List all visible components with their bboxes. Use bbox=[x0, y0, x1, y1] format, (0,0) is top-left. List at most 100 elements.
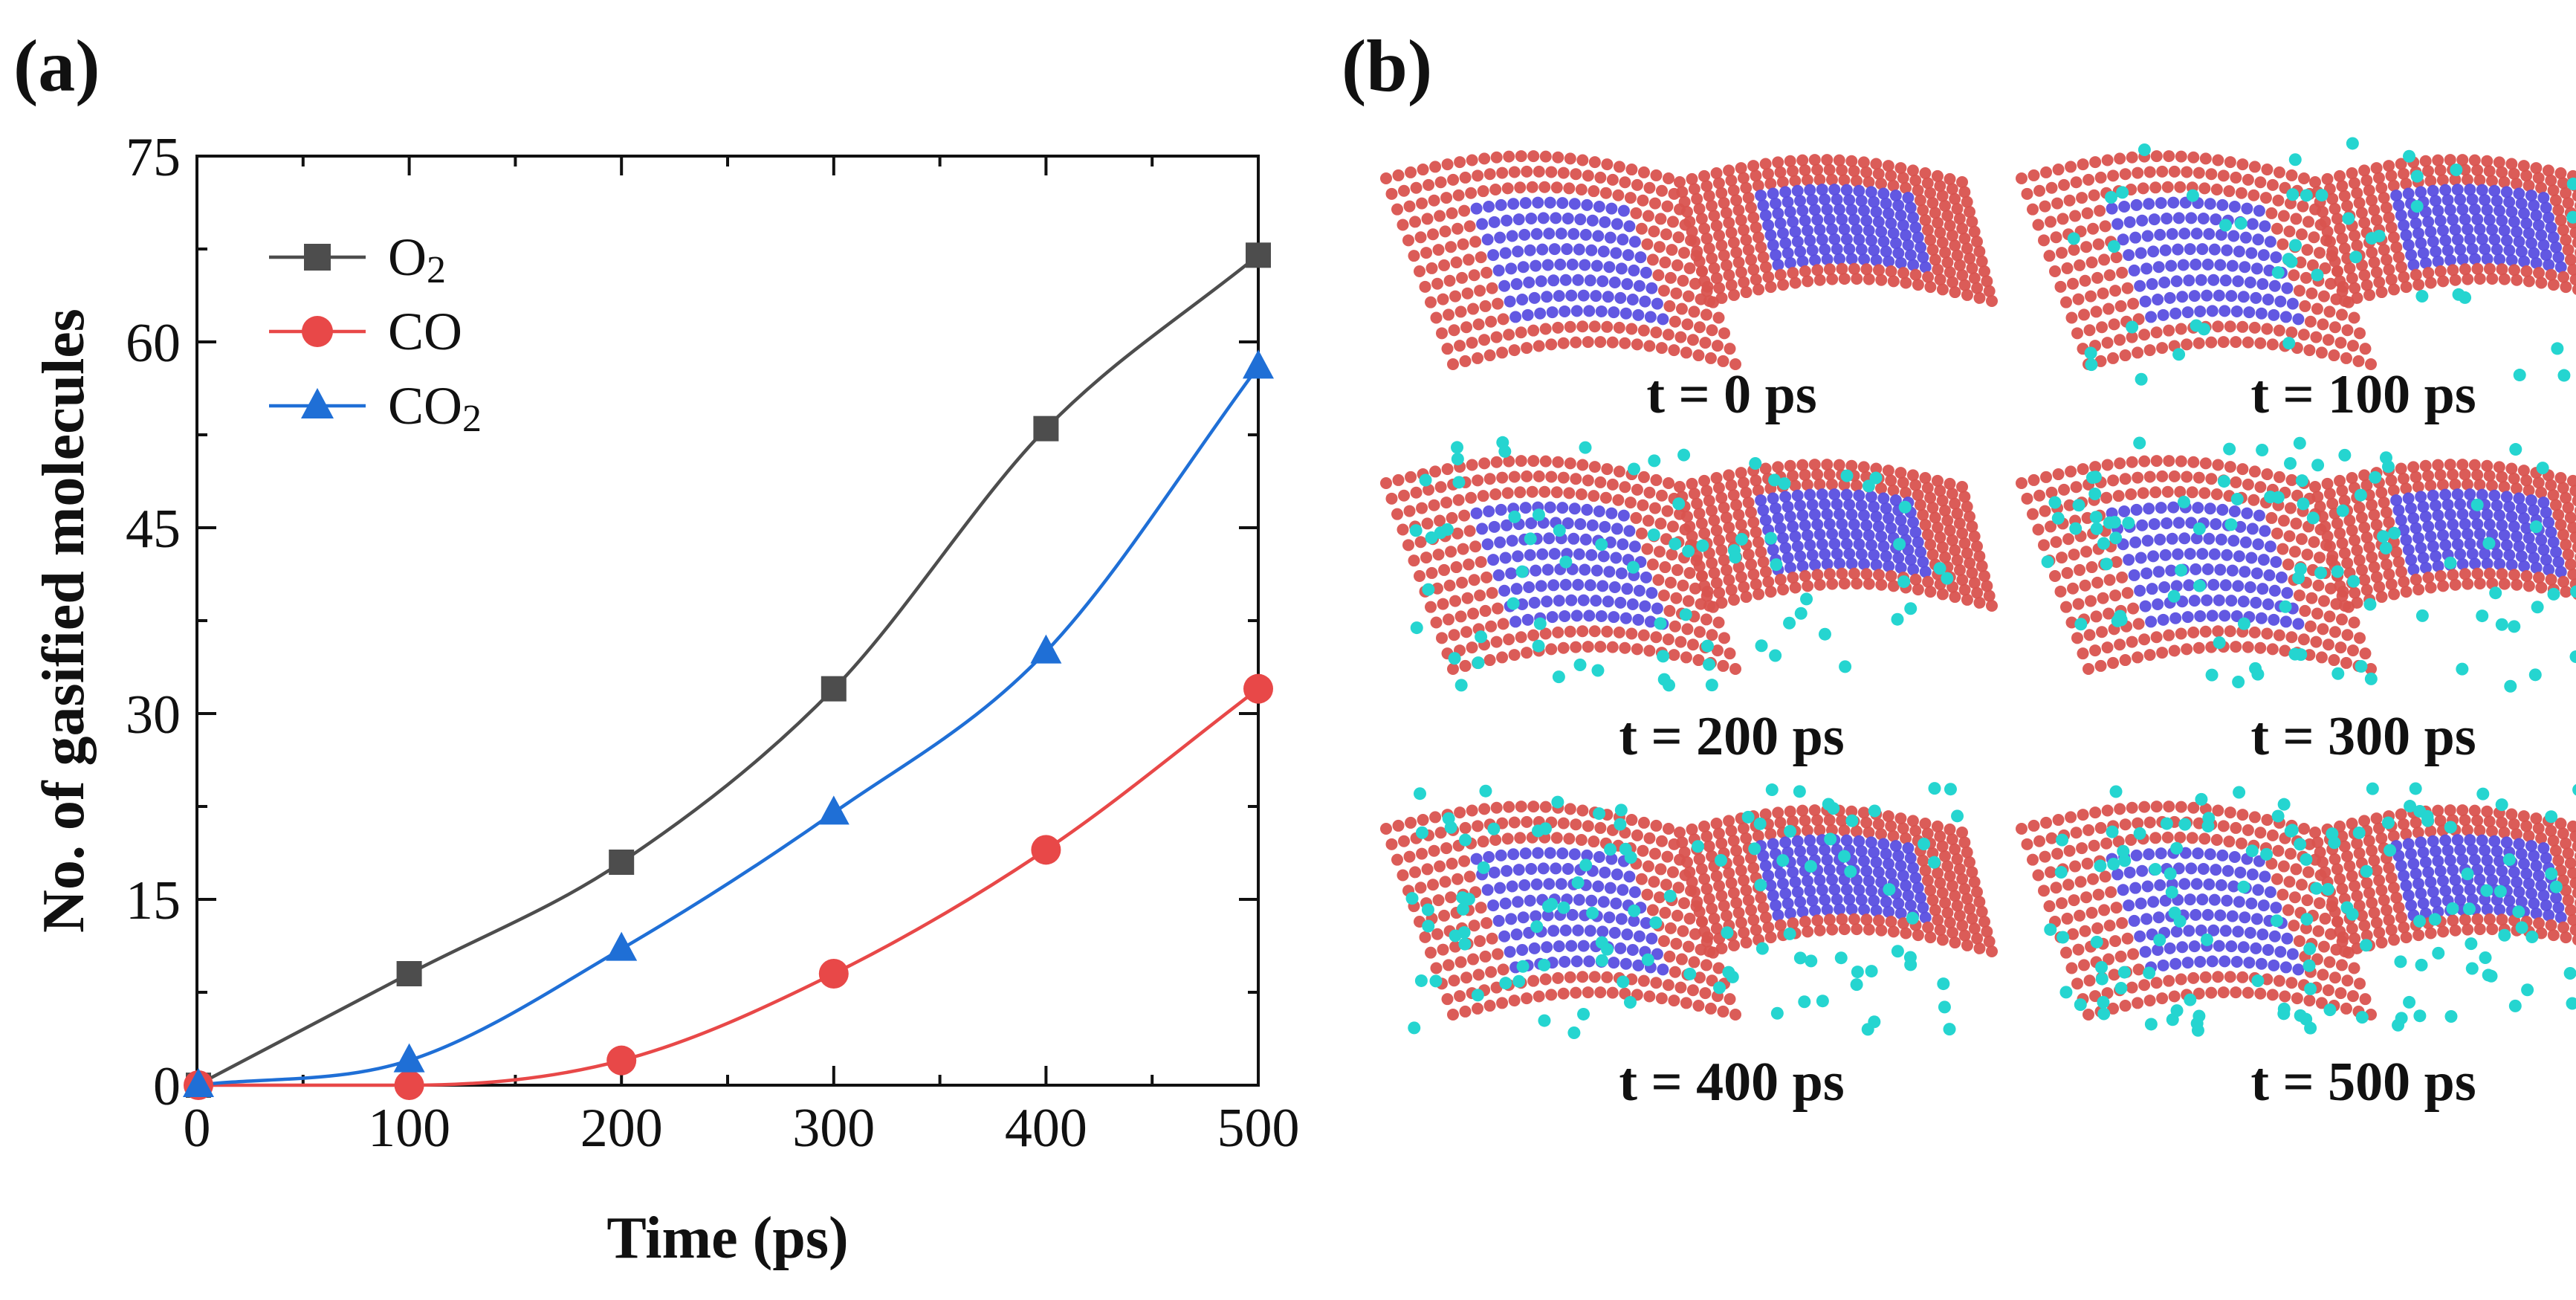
gas-molecule bbox=[1839, 660, 1852, 673]
atom bbox=[1855, 195, 1868, 207]
atom bbox=[2354, 327, 2366, 340]
atom bbox=[1492, 948, 1504, 960]
atom bbox=[2232, 580, 2245, 592]
atom bbox=[2335, 959, 2348, 971]
atom bbox=[2540, 899, 2552, 912]
atom bbox=[2295, 228, 2308, 241]
atom bbox=[1603, 566, 1616, 578]
atom bbox=[2143, 995, 2156, 1007]
atom bbox=[2126, 151, 2138, 164]
atom bbox=[1467, 607, 1480, 620]
data-point-co2 bbox=[1030, 634, 1062, 664]
atom bbox=[1467, 953, 1480, 966]
atom bbox=[2181, 338, 2193, 351]
gas-molecule bbox=[2056, 931, 2070, 944]
atom bbox=[1728, 939, 1741, 951]
atom bbox=[2353, 502, 2366, 514]
atom bbox=[1546, 306, 1559, 319]
atom bbox=[2168, 644, 2181, 657]
atom bbox=[1650, 326, 1663, 339]
atom bbox=[2424, 175, 2437, 187]
atom bbox=[2262, 598, 2274, 610]
atom bbox=[1657, 285, 1670, 297]
atom bbox=[2181, 611, 2194, 624]
atom bbox=[1635, 873, 1648, 885]
atom bbox=[1601, 463, 1614, 476]
atom bbox=[1929, 904, 1941, 916]
atom bbox=[2021, 838, 2033, 850]
atom bbox=[2081, 857, 2094, 870]
atom bbox=[2068, 549, 2080, 561]
atom bbox=[2227, 880, 2240, 893]
atom bbox=[2564, 511, 2576, 524]
atom bbox=[1961, 846, 1973, 858]
atom bbox=[1718, 327, 1730, 340]
atom bbox=[1472, 1002, 1484, 1015]
atom bbox=[2213, 289, 2225, 302]
atom bbox=[1695, 863, 1708, 876]
gas-molecule bbox=[2465, 937, 2478, 951]
atom bbox=[1730, 194, 1743, 207]
atom bbox=[2312, 925, 2325, 937]
snapshot-label: t = 100 ps bbox=[2250, 364, 2476, 425]
atom bbox=[2028, 169, 2040, 181]
gas-molecule bbox=[1816, 995, 1829, 1008]
atom bbox=[2033, 835, 2046, 847]
atom bbox=[2226, 910, 2239, 922]
atom bbox=[2255, 612, 2268, 624]
atom bbox=[1894, 256, 1907, 269]
atom bbox=[1550, 862, 1562, 875]
atom bbox=[2560, 538, 2572, 551]
atom bbox=[2366, 194, 2378, 207]
atom bbox=[2305, 287, 2318, 300]
atom bbox=[1863, 923, 1875, 936]
atom bbox=[1601, 971, 1614, 983]
atom bbox=[1956, 919, 1969, 932]
atom bbox=[1676, 836, 1689, 849]
atom bbox=[1543, 227, 1556, 240]
atom bbox=[1915, 546, 1927, 558]
atom bbox=[1851, 528, 1863, 540]
atom bbox=[1848, 567, 1860, 580]
atom bbox=[1784, 256, 1796, 269]
atom bbox=[2303, 995, 2316, 1007]
atom bbox=[1490, 456, 1503, 468]
atom bbox=[2397, 167, 2410, 180]
atom bbox=[1485, 620, 1498, 633]
atom bbox=[2359, 647, 2372, 660]
atom bbox=[2198, 182, 2211, 195]
atom bbox=[1872, 818, 1885, 830]
atom bbox=[2175, 455, 2187, 468]
atom bbox=[2210, 213, 2222, 226]
atom bbox=[1608, 277, 1621, 289]
atom bbox=[1906, 815, 1919, 827]
atom bbox=[1434, 210, 1446, 222]
atom bbox=[2417, 247, 2430, 259]
atom bbox=[2471, 864, 2484, 876]
atom bbox=[2528, 897, 2540, 910]
gas-molecule bbox=[2498, 928, 2511, 942]
atom bbox=[2473, 528, 2486, 540]
gas-molecule bbox=[1682, 545, 1695, 558]
atom bbox=[1772, 156, 1784, 169]
atom bbox=[2309, 827, 2321, 838]
atom bbox=[2554, 214, 2567, 227]
atom bbox=[2525, 542, 2538, 554]
atom bbox=[2456, 804, 2469, 817]
atom bbox=[2340, 352, 2352, 364]
atom bbox=[1706, 324, 1718, 337]
atom bbox=[1478, 457, 1491, 470]
atom bbox=[1717, 659, 1729, 672]
atom bbox=[1488, 520, 1501, 533]
atom bbox=[2232, 925, 2245, 938]
atom bbox=[1504, 295, 1516, 308]
atom bbox=[1637, 166, 1650, 178]
gas-molecule bbox=[2097, 1007, 2111, 1021]
atom bbox=[2062, 533, 2075, 546]
atom bbox=[1757, 902, 1770, 914]
legend-item-co2: CO2 bbox=[269, 376, 482, 440]
atom bbox=[1863, 176, 1875, 189]
gas-molecule bbox=[2314, 566, 2328, 580]
atom bbox=[2224, 806, 2236, 819]
atom bbox=[2520, 474, 2533, 487]
